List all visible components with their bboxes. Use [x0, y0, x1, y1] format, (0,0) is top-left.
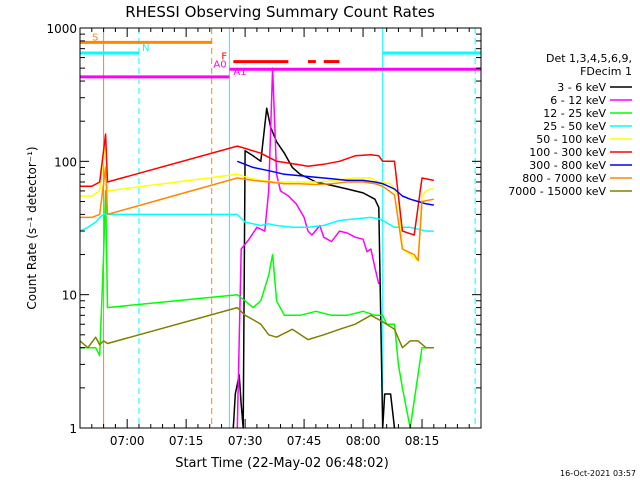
x-tick-label-5: 08:15	[405, 434, 440, 448]
flag-label-S: S	[92, 32, 98, 43]
x-tick-label-4: 08:00	[346, 434, 381, 448]
footer-timestamp: 16-Oct-2021 03:57	[560, 469, 636, 478]
legend-label-5: 100 - 300 keV	[529, 146, 606, 159]
series-line-6	[237, 160, 434, 206]
y-tick-label-3: 1	[69, 422, 77, 436]
legend-label-8: 7000 - 15000 keV	[508, 185, 606, 198]
flag-label-A0: A0	[213, 59, 226, 70]
legend-label-2: 12 - 25 keV	[543, 107, 606, 120]
y-axis-label: Count Rate (s⁻¹ detector⁻¹)	[25, 146, 39, 309]
legend-label-6: 300 - 800 keV	[529, 159, 606, 172]
y-tick-label-2: 10	[62, 289, 77, 303]
legend-header-1: Det 1,3,4,5,6,9,	[546, 52, 632, 65]
series-line-8	[79, 306, 434, 349]
legend-label-3: 25 - 50 keV	[543, 120, 606, 133]
axes: 1000 100 10 1 07:00 07:15 07:30 07:45 08:00 08:15	[46, 22, 482, 448]
series-line-0	[232, 107, 396, 429]
series-line-7	[80, 166, 434, 262]
plot-area: S N FA0 A1	[79, 28, 481, 429]
legend-label-7: 800 - 7000 keV	[522, 172, 606, 185]
y-tick-label-1: 100	[54, 155, 77, 169]
series-line-5	[80, 133, 434, 236]
y-tick-label-0: 1000	[46, 22, 77, 36]
x-tick-label-0: 07:00	[110, 434, 145, 448]
x-tick-label-2: 07:30	[228, 434, 263, 448]
series-line-3	[79, 213, 434, 232]
flag-label-N: N	[142, 43, 149, 54]
series-line-2	[80, 190, 434, 429]
flag-label-F: F	[221, 52, 227, 63]
x-tick-label-3: 07:45	[287, 434, 322, 448]
x-tick-label-1: 07:15	[169, 434, 204, 448]
legend-label-4: 50 - 100 keV	[536, 133, 606, 146]
flag-label-A1: A1	[233, 67, 246, 78]
legend-label-1: 6 - 12 keV	[550, 94, 606, 107]
series-line-1	[236, 67, 380, 429]
x-axis-label: Start Time (22-May-02 06:48:02)	[175, 456, 389, 471]
chart-title: RHESSI Observing Summary Count Rates	[125, 3, 435, 21]
legend-header-2: FDecim 1	[580, 65, 632, 78]
legend-label-0: 3 - 6 keV	[557, 81, 606, 94]
